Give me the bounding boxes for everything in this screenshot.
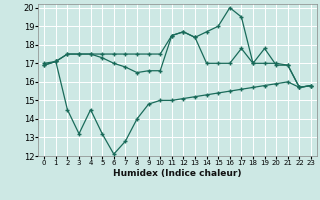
X-axis label: Humidex (Indice chaleur): Humidex (Indice chaleur) (113, 169, 242, 178)
